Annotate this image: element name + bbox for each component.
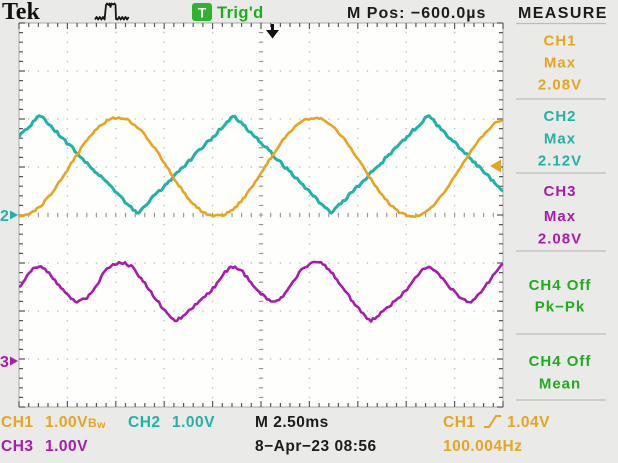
svg-text:1.00VBw: 1.00VBw [45,414,106,431]
svg-text:1.00V: 1.00V [45,438,88,455]
svg-text:M Pos: −600.0µs: M Pos: −600.0µs [347,5,486,22]
svg-text:CH2: CH2 [543,108,576,125]
svg-text:2.08V: 2.08V [538,231,582,248]
svg-text:MEASURE: MEASURE [518,5,608,22]
svg-text:2.12V: 2.12V [538,153,582,170]
svg-text:CH2: CH2 [128,414,161,431]
svg-text:M 2.50ms: M 2.50ms [255,414,329,431]
svg-text:Max: Max [544,208,576,225]
svg-text:CH3: CH3 [1,438,34,455]
svg-text:CH4 Off: CH4 Off [529,277,592,294]
svg-text:2: 2 [0,208,9,225]
svg-text:2.08V: 2.08V [538,77,582,94]
svg-text:1.04V: 1.04V [507,414,550,431]
svg-text:CH1: CH1 [443,414,476,431]
svg-text:Trig'd: Trig'd [217,4,264,22]
svg-text:Mean: Mean [539,376,581,393]
svg-text:Max: Max [544,131,576,148]
svg-text:1.00V: 1.00V [172,414,215,431]
svg-text:CH1: CH1 [1,414,34,431]
svg-text:Max: Max [544,55,576,72]
svg-text:CH1: CH1 [543,33,576,50]
svg-text:T: T [198,5,207,21]
svg-text:Pk−Pk: Pk−Pk [535,299,585,316]
svg-text:3: 3 [0,354,9,371]
svg-text:Tek: Tek [2,0,40,25]
svg-text:8−Apr−23 08:56: 8−Apr−23 08:56 [255,438,377,455]
svg-text:CH3: CH3 [543,183,576,200]
svg-text:CH4 Off: CH4 Off [529,353,592,370]
svg-text:100.004Hz: 100.004Hz [443,438,522,455]
